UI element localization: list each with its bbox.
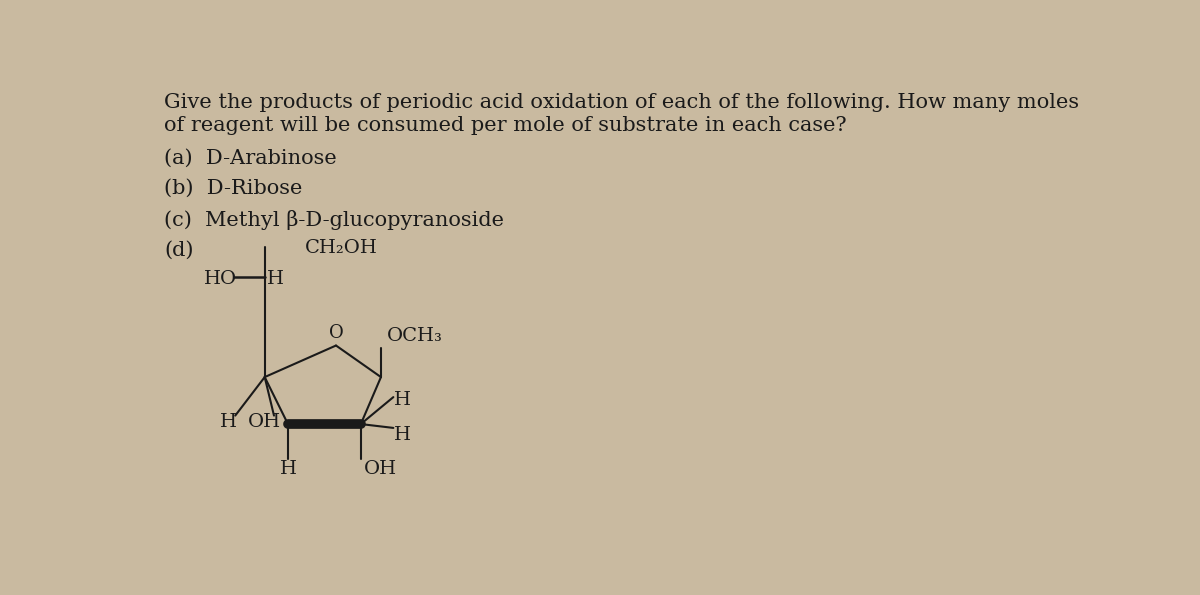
Text: Give the products of periodic acid oxidation of each of the following. How many : Give the products of periodic acid oxida… [164, 93, 1079, 112]
Text: HO: HO [204, 270, 238, 288]
Text: CH₂OH: CH₂OH [305, 239, 378, 257]
Text: OCH₃: OCH₃ [388, 327, 443, 345]
Text: of reagent will be consumed per mole of substrate in each case?: of reagent will be consumed per mole of … [164, 116, 846, 135]
Text: O: O [329, 324, 343, 343]
Text: H: H [394, 391, 412, 409]
Text: (b)  D-Ribose: (b) D-Ribose [164, 179, 302, 198]
Text: (d): (d) [164, 241, 193, 260]
Text: H: H [268, 270, 284, 288]
Text: (a)  D-Arabinose: (a) D-Arabinose [164, 148, 337, 167]
Text: (c)  Methyl β-D-glucopyranoside: (c) Methyl β-D-glucopyranoside [164, 210, 504, 230]
Text: OH: OH [364, 461, 397, 478]
Text: H: H [394, 425, 412, 444]
Text: H: H [280, 461, 296, 478]
Text: OH: OH [247, 412, 281, 431]
Text: H: H [220, 412, 236, 431]
